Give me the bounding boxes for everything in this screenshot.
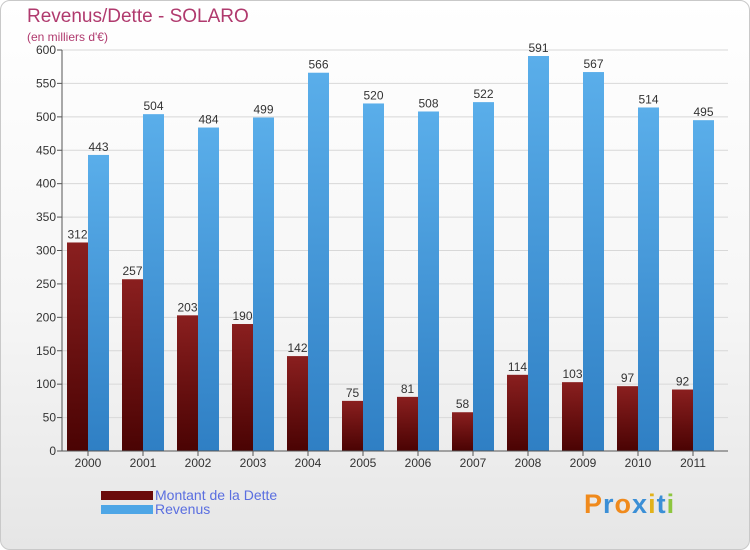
x-tick-label-2009: 2009 <box>570 456 597 470</box>
logo-letter: P <box>584 489 604 519</box>
logo-letter: i <box>666 489 676 519</box>
value-label-revenus-2000: 443 <box>88 140 108 154</box>
value-label-dette-2010: 97 <box>621 371 635 385</box>
value-label-dette-2003: 190 <box>232 309 252 323</box>
value-label-dette-2005: 75 <box>346 386 360 400</box>
bar-dette-2009 <box>562 382 583 451</box>
y-tick-label: 0 <box>49 444 56 458</box>
value-label-revenus-2005: 520 <box>363 88 383 102</box>
value-label-dette-2011: 92 <box>676 375 690 389</box>
value-label-revenus-2001: 504 <box>143 99 163 113</box>
y-tick-label: 50 <box>43 411 57 425</box>
value-label-revenus-2009: 567 <box>583 57 603 71</box>
logo-letter: o <box>614 489 633 519</box>
bar-revenus-2000 <box>88 154 109 451</box>
x-tick-label-2002: 2002 <box>185 456 212 470</box>
y-tick-label: 600 <box>36 43 56 57</box>
value-label-dette-2006: 81 <box>401 382 415 396</box>
bar-dette-2010 <box>617 386 638 451</box>
bar-revenus-2001 <box>143 114 164 451</box>
legend-swatch-dette <box>101 490 153 500</box>
legend-item-revenus: Revenus <box>101 501 210 517</box>
logo-letter: t <box>656 489 667 519</box>
legend-label-revenus: Revenus <box>155 501 211 517</box>
bar-revenus-2009 <box>583 72 604 452</box>
y-tick-label: 150 <box>36 344 56 358</box>
bar-dette-2011 <box>672 389 693 451</box>
bar-dette-2002 <box>177 315 198 451</box>
x-tick-label-2007: 2007 <box>460 456 487 470</box>
logo-letter: i <box>648 489 657 519</box>
y-tick-label: 550 <box>36 76 56 90</box>
x-tick-label-2003: 2003 <box>240 456 267 470</box>
y-tick-label: 200 <box>36 310 56 324</box>
chart-value-labels: 312 443 257 504 203 484 190 499 142 566 75 520 81 508… <box>67 41 713 411</box>
bar-revenus-2011 <box>693 120 714 452</box>
legend-item-dette: Montant de la Dette <box>101 487 277 503</box>
bar-dette-2008 <box>507 374 528 451</box>
bar-dette-2004 <box>287 356 308 451</box>
y-tick-label: 400 <box>36 177 56 191</box>
y-tick-label: 500 <box>36 110 56 124</box>
proxiti-logo: Proxiti <box>584 489 675 520</box>
chart-bars <box>67 56 714 452</box>
bar-dette-2005 <box>342 400 363 451</box>
bar-revenus-2008 <box>528 56 549 451</box>
bar-dette-2007 <box>452 412 473 451</box>
value-label-revenus-2003: 499 <box>253 103 273 117</box>
value-label-dette-2001: 257 <box>122 264 142 278</box>
x-tick-label-2000: 2000 <box>75 456 102 470</box>
bar-revenus-2004 <box>308 72 329 452</box>
x-tick-label-2005: 2005 <box>350 456 377 470</box>
logo-letter: r <box>603 489 615 519</box>
x-tick-label-2008: 2008 <box>515 456 542 470</box>
x-tick-label-2004: 2004 <box>295 456 322 470</box>
value-label-revenus-2002: 484 <box>198 113 218 127</box>
legend-swatch-revenus <box>101 504 153 514</box>
value-label-revenus-2010: 514 <box>638 92 658 106</box>
value-label-revenus-2006: 508 <box>418 96 438 110</box>
bar-revenus-2007 <box>473 102 494 451</box>
value-label-dette-2007: 58 <box>456 397 470 411</box>
bar-dette-2003 <box>232 324 253 451</box>
bar-dette-2006 <box>397 396 418 451</box>
y-tick-label: 350 <box>36 210 56 224</box>
x-tick-label-2011: 2011 <box>680 456 706 470</box>
value-label-dette-2000: 312 <box>67 227 87 241</box>
chart-axes: 0 50 100 150 200 250 300 350 400 450 500 550 600 2000… <box>36 43 728 470</box>
value-label-revenus-2004: 566 <box>308 58 328 72</box>
x-tick-label-2010: 2010 <box>625 456 652 470</box>
y-tick-label: 250 <box>36 277 56 291</box>
x-tick-label-2001: 2001 <box>130 456 157 470</box>
bar-revenus-2002 <box>198 127 219 451</box>
bar-revenus-2006 <box>418 111 439 451</box>
chart-title: Revenus/Dette - SOLARO <box>27 6 249 27</box>
value-label-revenus-2011: 495 <box>693 105 713 119</box>
y-tick-label: 100 <box>36 377 56 391</box>
y-tick-label: 450 <box>36 143 56 157</box>
value-label-dette-2004: 142 <box>287 341 307 355</box>
bar-revenus-2005 <box>363 103 384 451</box>
chart-subtitle: (en milliers d'€) <box>27 30 108 44</box>
x-tick-label-2006: 2006 <box>405 456 432 470</box>
bar-dette-2000 <box>67 242 88 451</box>
logo-letter: x <box>632 489 649 519</box>
bar-dette-2001 <box>122 279 143 451</box>
value-label-dette-2002: 203 <box>177 300 197 314</box>
bar-revenus-2003 <box>253 117 274 452</box>
value-label-revenus-2008: 591 <box>528 41 548 55</box>
value-label-revenus-2007: 522 <box>473 87 493 101</box>
bar-revenus-2010 <box>638 107 659 451</box>
value-label-dette-2008: 114 <box>508 360 527 374</box>
y-tick-label: 300 <box>36 244 56 258</box>
value-label-dette-2009: 103 <box>562 367 582 381</box>
legend-label-dette: Montant de la Dette <box>155 487 278 503</box>
